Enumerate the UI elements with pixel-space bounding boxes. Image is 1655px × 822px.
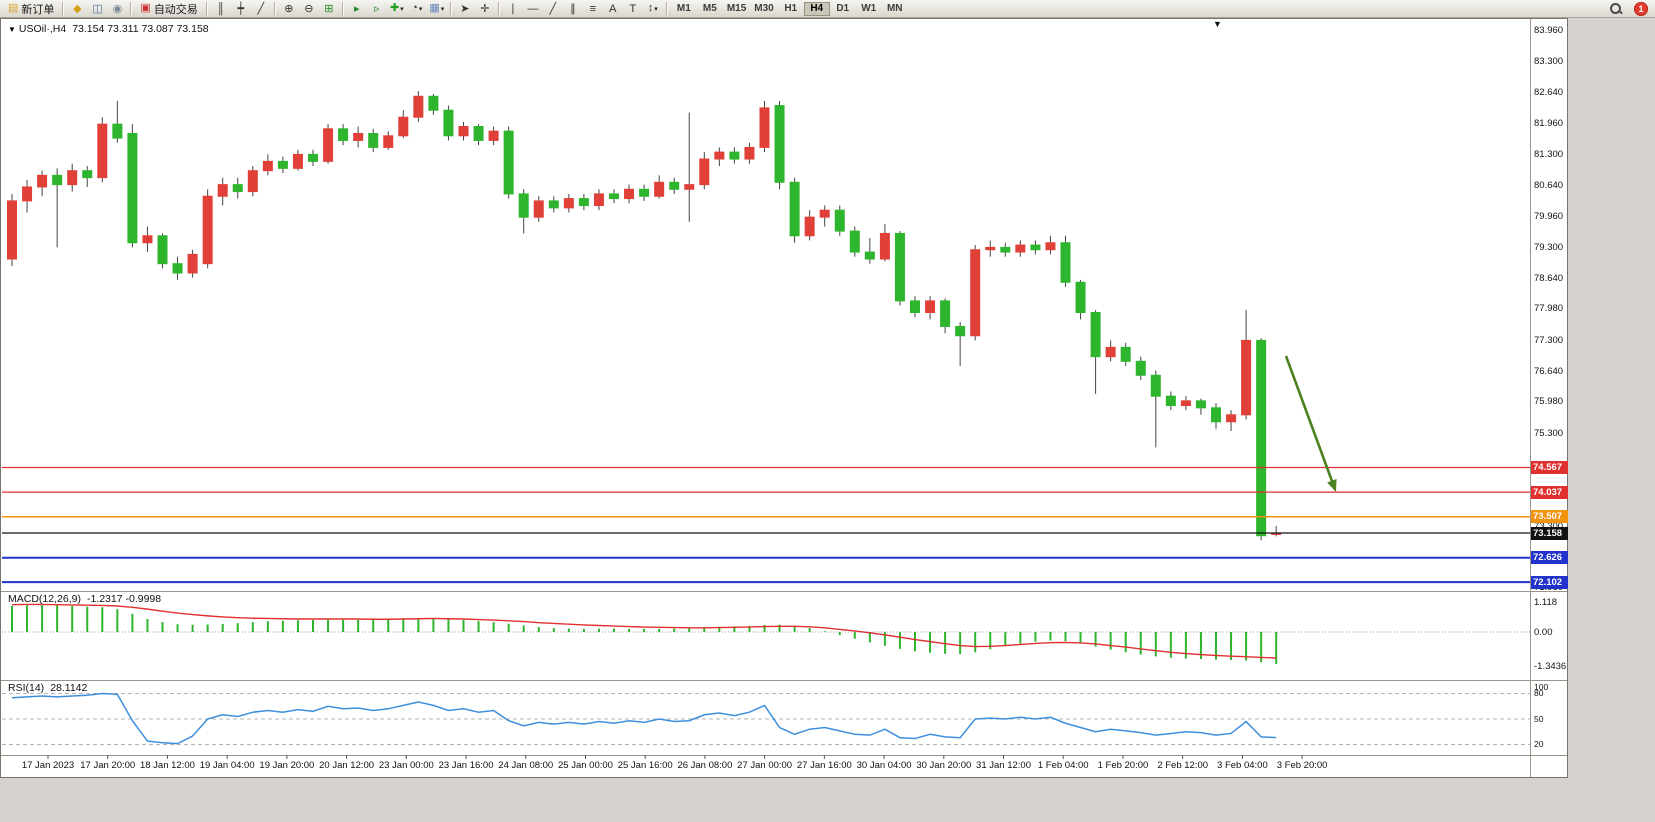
autotrading-icon: ▣ [140, 2, 151, 14]
timeframe-m15-button[interactable]: M15 [726, 2, 747, 14]
channel-icon[interactable]: ∥ [570, 3, 576, 15]
price-axis[interactable] [1530, 19, 1567, 756]
auto-trading-button-label: 自动交易 [153, 3, 198, 16]
bar-chart-icon[interactable]: ║ [216, 2, 225, 15]
templates-icon: ▦ [429, 2, 440, 14]
new-order-button[interactable]: ▤ 新订单 [3, 1, 59, 16]
crosshair-icon[interactable]: ✛ [480, 3, 490, 15]
trendline-icon[interactable]: ╱ [549, 3, 557, 15]
periods-icon: ◔ [411, 2, 418, 14]
timeframe-m30-button[interactable]: M30 [754, 2, 774, 14]
toolbar-separator [341, 2, 344, 15]
rsi-panel[interactable] [2, 681, 1530, 755]
timeframe-w1-button[interactable]: W1 [861, 2, 877, 14]
toolbar-separator [665, 2, 668, 15]
fibonacci-icon[interactable]: ≡ [589, 2, 597, 15]
timeframe-mn-button[interactable]: MN [886, 2, 903, 14]
market-watch-icon[interactable]: ◆ [73, 3, 82, 15]
caret-down-icon: ▾ [400, 5, 404, 13]
timeframe-d1-button[interactable]: D1 [836, 2, 850, 14]
toolbar-separator [497, 2, 500, 15]
candlestick-chart-icon[interactable]: ┿ [237, 3, 245, 15]
timeframe-h4-button[interactable]: H4 [803, 1, 830, 16]
notification-badge[interactable]: 1 [1634, 1, 1648, 16]
toolbar-separator [62, 2, 65, 15]
caret-down-icon: ▾ [418, 5, 423, 13]
auto-scroll-icon[interactable]: ▸ [354, 3, 360, 15]
toolbar: ▤ 新订单 ◆ ◫ ◉ ▣ 自动交易 ║ ┿ ╱ ⊕ ⊖ ⊞ ▸ ▹ ✚ ▾ ◔ ▾ ▦ ▾ ➤ ✛ ∣ — ╱ ∥ ≡ A T ↕ ▾ M1 M… [0, 0, 1655, 18]
toolbar-separator [273, 2, 276, 15]
time-axis[interactable] [1, 756, 1530, 777]
macd-panel[interactable] [2, 592, 1530, 680]
cursor-icon[interactable]: ➤ [460, 3, 470, 15]
chart-shift-icon[interactable]: ▹ [374, 3, 380, 15]
toolbar-separator [130, 2, 133, 15]
zoom-out-icon[interactable]: ⊖ [304, 3, 314, 15]
data-window-icon[interactable]: ◫ [92, 3, 103, 15]
timeframe-m5-button[interactable]: M5 [702, 2, 717, 14]
price-axis-separator [1530, 19, 1531, 777]
text-icon[interactable]: A [609, 2, 617, 15]
tile-windows-icon[interactable]: ⊞ [324, 3, 334, 15]
macd-panel-separator[interactable] [1, 591, 1567, 592]
periods-dropdown[interactable]: ◔ ▾ [407, 1, 427, 16]
indicators-icon: ✚ [389, 2, 400, 14]
chart-plot-area[interactable] [2, 20, 1530, 591]
navigator-icon[interactable]: ◉ [112, 3, 123, 15]
new-order-button-label: 新订单 [21, 3, 55, 16]
arrows-icon: ↕ [647, 2, 654, 14]
time-axis-separator [1, 755, 1567, 756]
arrows-dropdown[interactable]: ↕ ▾ [643, 1, 663, 16]
toolbar-separator [449, 2, 452, 15]
timeframe-m1-button[interactable]: M1 [676, 2, 691, 14]
text-label-icon[interactable]: T [629, 2, 637, 15]
indicators-dropdown[interactable]: ✚ ▾ [387, 1, 407, 16]
timeframe-h1-button[interactable]: H1 [784, 2, 798, 14]
horizontal-line-icon[interactable]: — [527, 2, 539, 15]
toolbar-right-group: 1 [1609, 1, 1652, 16]
caret-down-icon: ▾ [440, 5, 445, 13]
search-icon[interactable] [1609, 2, 1623, 16]
caret-down-icon: ▾ [654, 5, 658, 13]
auto-trading-button[interactable]: ▣ 自动交易 [135, 1, 202, 16]
line-chart-icon[interactable]: ╱ [257, 3, 265, 15]
templates-dropdown[interactable]: ▦ ▾ [427, 1, 447, 16]
zoom-in-icon[interactable]: ⊕ [284, 3, 294, 15]
rsi-panel-separator[interactable] [1, 680, 1567, 681]
toolbar-separator [205, 2, 208, 15]
new-order-icon: ▤ [8, 2, 19, 14]
vertical-line-icon[interactable]: ∣ [510, 3, 516, 15]
